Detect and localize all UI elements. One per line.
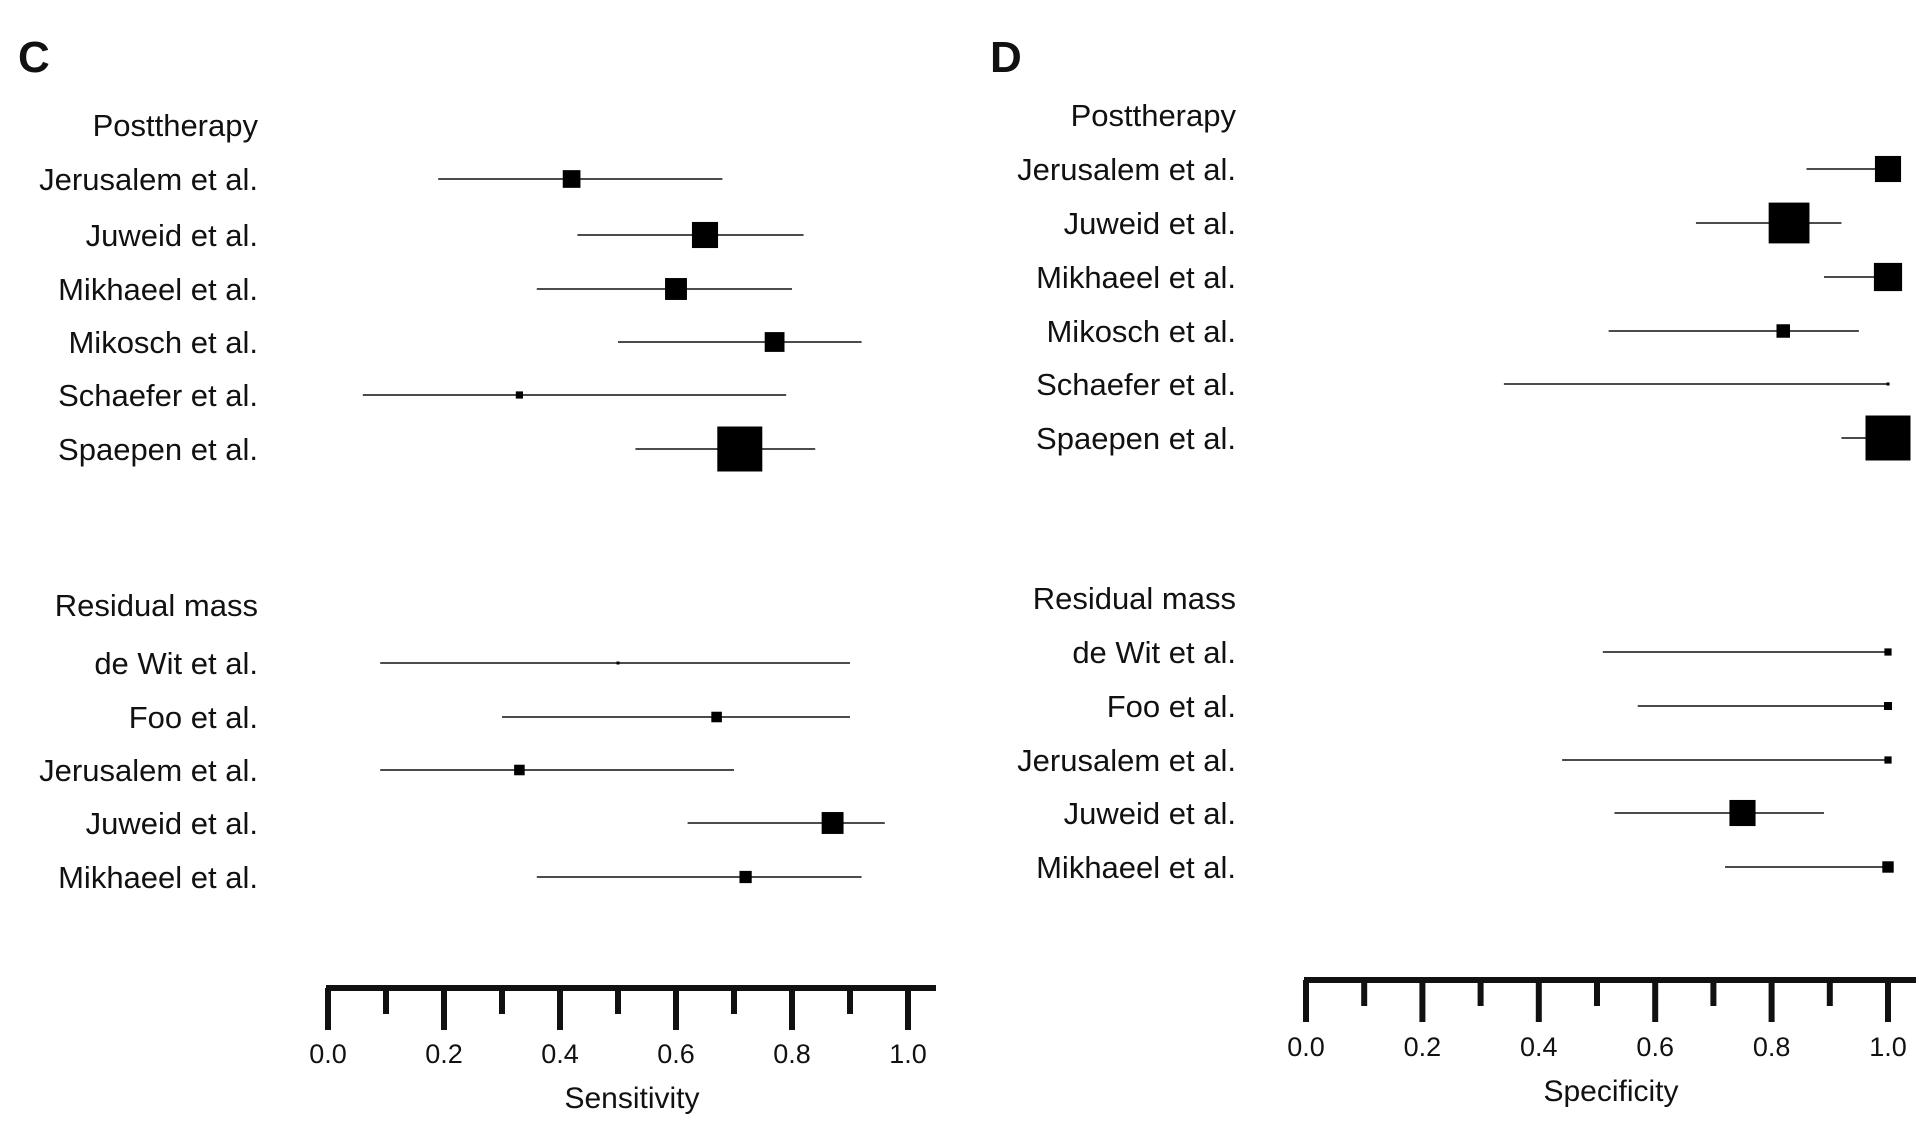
study-label: Foo et al. xyxy=(1107,689,1236,724)
study-label: Schaefer et al. xyxy=(58,378,258,413)
estimate-marker xyxy=(1873,262,1903,292)
tick-label: 1.0 xyxy=(889,1039,927,1069)
tick-label: 0.0 xyxy=(1287,1032,1325,1062)
study-label: Juweid et al. xyxy=(86,218,258,253)
estimate-marker xyxy=(665,278,687,300)
estimate-marker xyxy=(711,711,722,723)
group-header: Posttherapy xyxy=(1071,98,1237,133)
panel-c: C Posttherapy Jerusalem et al. Juweid et al… xyxy=(18,33,936,1115)
estimate-marker xyxy=(1874,155,1902,183)
estimate-marker xyxy=(821,812,844,834)
study-label: Schaefer et al. xyxy=(1036,367,1236,402)
estimate-marker xyxy=(1886,382,1890,386)
study-label: Mikhaeel et al. xyxy=(58,272,258,307)
group-header: Residual mass xyxy=(1033,581,1236,616)
tick-label: 0.0 xyxy=(309,1039,347,1069)
tick-label: 0.2 xyxy=(425,1039,463,1069)
group-header: Residual mass xyxy=(55,588,258,623)
estimate-marker xyxy=(717,426,763,472)
study-label: de Wit et al. xyxy=(1072,635,1236,670)
study-label: Jerusalem et al. xyxy=(1017,152,1236,187)
study-label: Juweid et al. xyxy=(86,806,258,841)
study-label: Mikhaeel et al. xyxy=(1036,260,1236,295)
estimate-marker xyxy=(1883,701,1893,711)
estimate-marker xyxy=(691,221,719,249)
study-label: Mikhaeel et al. xyxy=(58,860,258,895)
study-label: Juweid et al. xyxy=(1064,206,1236,241)
tick-label: 0.6 xyxy=(657,1039,695,1069)
estimate-marker xyxy=(764,332,785,352)
group-header: Posttherapy xyxy=(93,108,259,143)
tick-label: 0.4 xyxy=(541,1039,579,1069)
study-label: Juweid et al. xyxy=(1064,796,1236,831)
estimate-marker xyxy=(514,764,525,776)
estimate-marker xyxy=(739,870,752,884)
study-label: Mikhaeel et al. xyxy=(1036,850,1236,885)
estimate-marker xyxy=(616,661,620,665)
tick-label: 1.0 xyxy=(1869,1032,1907,1062)
x-axis-title: Sensitivity xyxy=(564,1082,699,1115)
estimate-marker xyxy=(562,170,581,188)
estimate-marker xyxy=(1729,799,1756,827)
study-label: Foo et al. xyxy=(129,700,258,735)
tick-label: 0.4 xyxy=(1520,1032,1558,1062)
estimate-marker xyxy=(515,391,523,399)
study-label: de Wit et al. xyxy=(94,646,258,681)
tick-label: 0.6 xyxy=(1636,1032,1674,1062)
panel-d: D Posttherapy Jerusalem et al. Juweid et al… xyxy=(990,33,1916,1108)
tick-label: 0.8 xyxy=(1753,1032,1791,1062)
tick-label: 0.2 xyxy=(1404,1032,1442,1062)
tick-label: 0.8 xyxy=(773,1039,811,1069)
study-label: Jerusalem et al. xyxy=(39,162,258,197)
study-label: Jerusalem et al. xyxy=(1017,743,1236,778)
panel-letter: C xyxy=(18,33,50,82)
x-axis-title: Specificity xyxy=(1543,1075,1678,1108)
study-label: Spaepen et al. xyxy=(58,432,258,467)
study-label: Mikosch et al. xyxy=(68,325,258,360)
estimate-marker xyxy=(1884,648,1892,656)
estimate-marker xyxy=(1768,202,1810,244)
study-label: Spaepen et al. xyxy=(1036,421,1236,456)
estimate-marker xyxy=(1884,756,1892,764)
study-label: Mikosch et al. xyxy=(1046,314,1236,349)
study-label: Jerusalem et al. xyxy=(39,753,258,788)
panel-letter: D xyxy=(990,33,1022,82)
estimate-marker xyxy=(1865,415,1911,461)
estimate-marker xyxy=(1776,324,1790,338)
estimate-marker xyxy=(1882,861,1894,873)
